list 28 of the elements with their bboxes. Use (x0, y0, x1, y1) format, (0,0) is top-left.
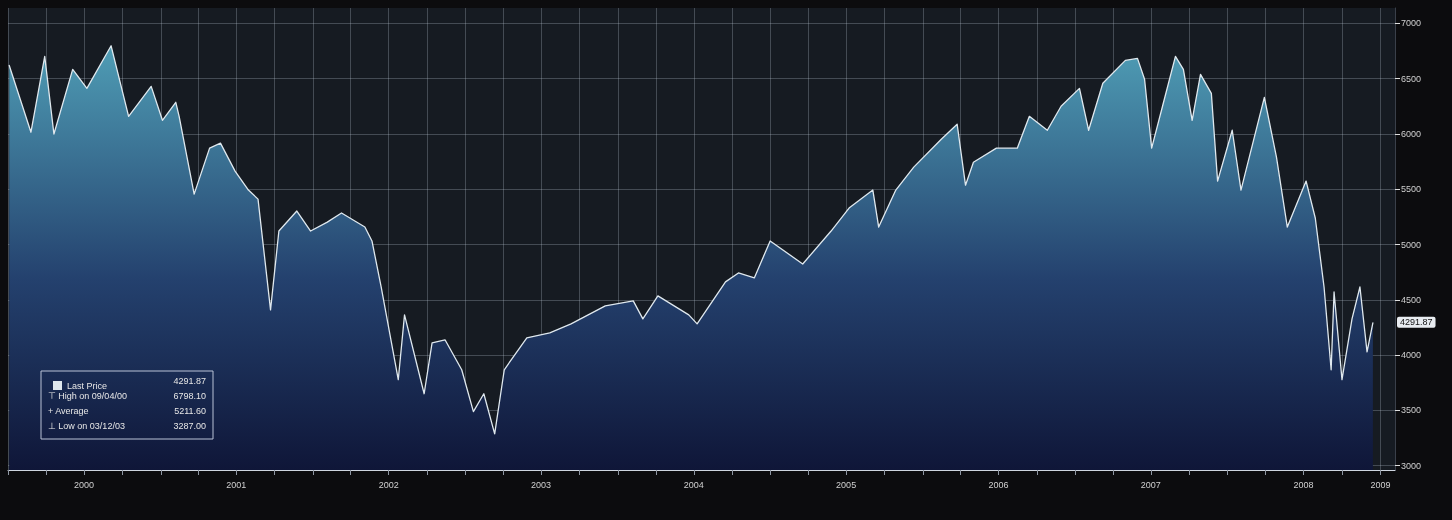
annotation: 4291.87 (1400, 317, 1433, 328)
x-tick-label: 2000 (73, 479, 94, 490)
x-tick-label: 2005 (836, 479, 857, 490)
y-tick-label: 5500 (1401, 184, 1422, 195)
annotation: 5211.60 (174, 405, 206, 416)
annotation: 3287.00 (173, 420, 206, 431)
x-tick-label: 2006 (988, 479, 1009, 490)
y-tick-label: 3000 (1401, 460, 1422, 471)
annotation: 4291.87 (173, 375, 206, 386)
x-tick-label: 2009 (1370, 479, 1391, 490)
x-tick-label: 2003 (531, 479, 552, 490)
y-tick-label: 3500 (1401, 405, 1422, 416)
annotation: ⊥ Low on 03/12/03 (48, 420, 125, 431)
x-tick-label: 2008 (1293, 479, 1314, 490)
y-tick-label: 6500 (1401, 73, 1422, 84)
y-tick-label: 7000 (1401, 18, 1422, 29)
y-tick-label: 4000 (1401, 350, 1422, 361)
x-tick-label: 2002 (378, 479, 399, 490)
annotation: ⊤ High on 09/04/00 (48, 390, 127, 401)
x-tick-label: 2007 (1140, 479, 1161, 490)
x-tick-label: 2001 (226, 479, 247, 490)
annotation: + Average (48, 405, 89, 416)
y-tick-label: 6000 (1401, 129, 1422, 139)
annotation: 6798.10 (173, 390, 206, 401)
x-tick-label: 2004 (683, 479, 704, 490)
y-tick-label: 5000 (1401, 239, 1422, 250)
legend-label: Last Price (67, 380, 108, 391)
y-tick-label: 4500 (1401, 294, 1422, 305)
